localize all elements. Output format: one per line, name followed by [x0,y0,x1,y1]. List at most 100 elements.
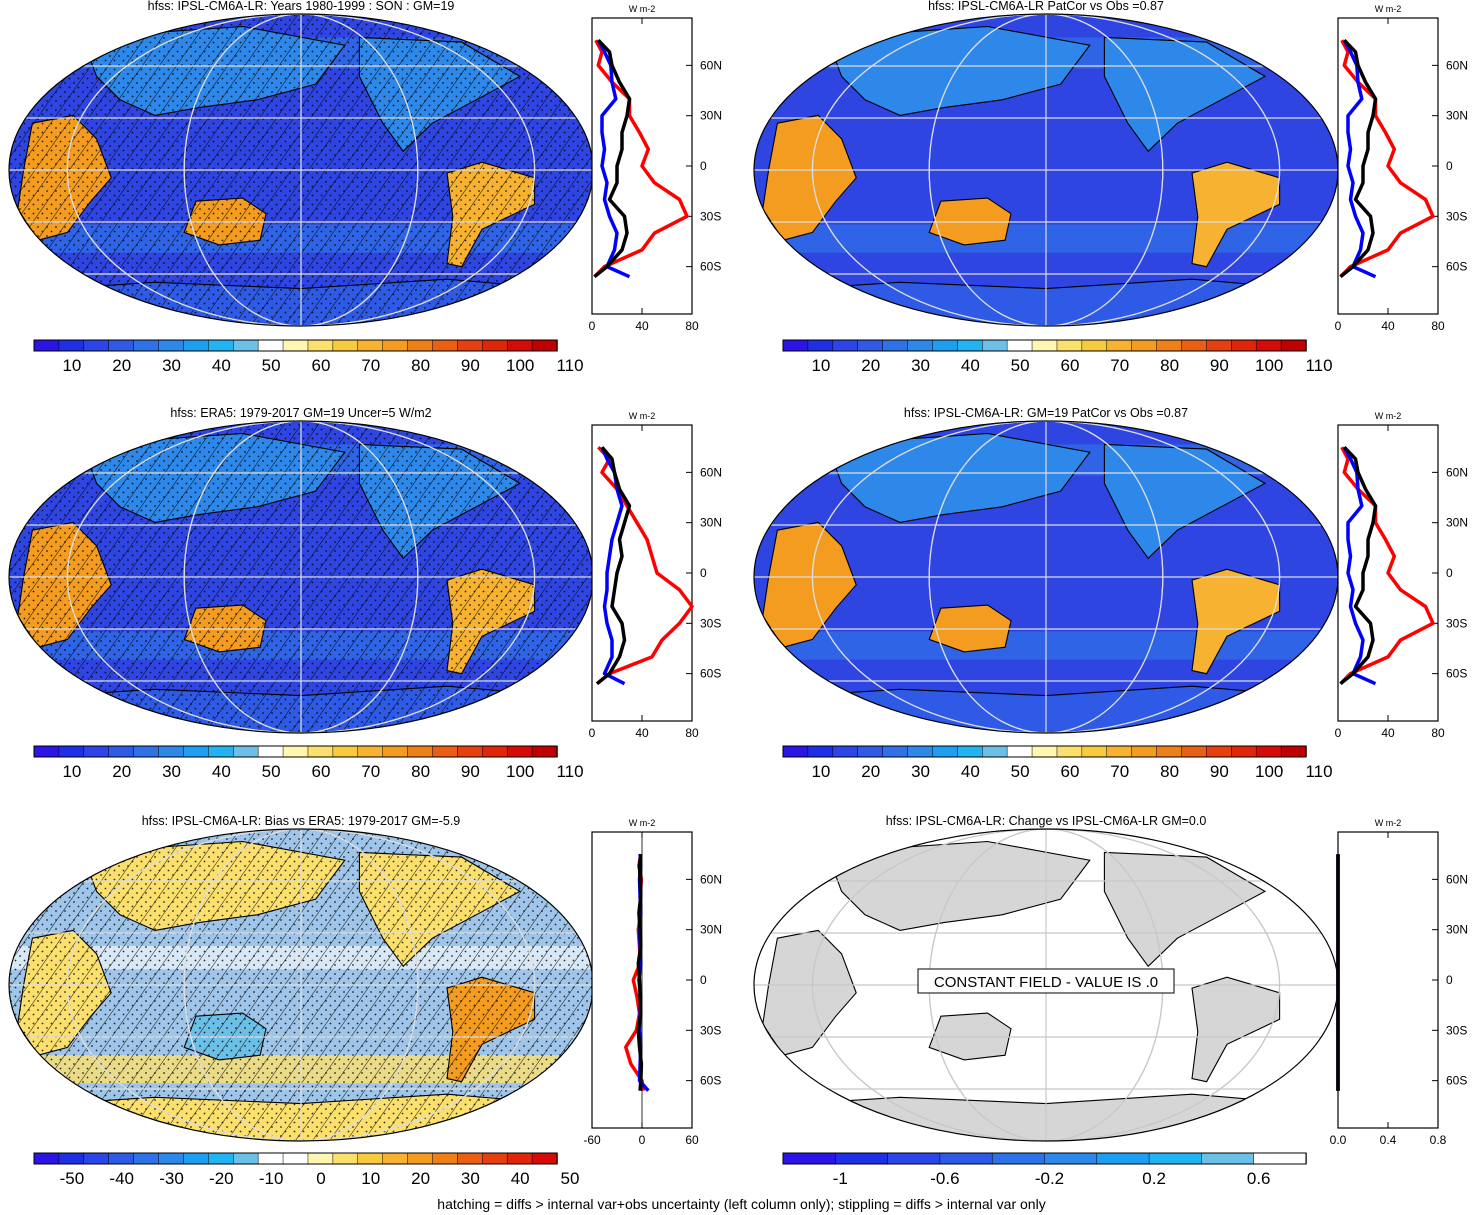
zonal-ytick-label: 60S [700,260,721,274]
colorbar-swatch [407,339,434,352]
colorbar-frame [33,339,558,352]
zonal-series-model [593,38,632,279]
colorbar-swatch [307,745,334,758]
colorbar-label: 50 [1011,762,1030,781]
graticule-meridian [183,829,419,1141]
colorbar-label: -30 [159,1169,184,1188]
asia-land [826,25,1091,116]
colorbar-swatch [208,745,234,758]
zonal-ytick-label: 60N [1446,872,1468,886]
colorbar-label: 10 [62,762,81,781]
panel-title: hfss: IPSL-CM6A-LR: GM=19 PatCor vs Obs … [904,406,1188,420]
zonal-ytick-label: 60N [1446,58,1468,72]
colorbar-model-all: 10 20 30 40 50 60 70 80 90 100 110 [782,745,1333,781]
zonal-series-obs [1342,446,1377,686]
colorbar-label: 80 [411,356,430,375]
colorbar-label: 30 [162,356,181,375]
zonal-ytick-label: 0 [1446,566,1453,580]
colorbar-swatch [857,339,884,352]
colorbar-swatch [108,745,135,758]
zonal-ytick-label: 60N [700,58,722,72]
colorbar-frame [782,1152,1307,1165]
zonal-unit-label: W m-2 [1375,4,1402,14]
colorbar-swatch [932,339,959,352]
zonal-ytick-label: 60N [1446,465,1468,479]
zonal-xtick-label: 40 [635,726,649,740]
colorbar-swatch [857,745,884,758]
colorbar-swatch [981,745,1008,758]
colorbar-label: -0.6 [930,1169,959,1188]
colorbar-label: 70 [361,762,380,781]
colorbar-swatch [282,745,309,758]
colorbar-swatch [991,1152,1046,1165]
colorbar-swatch [432,339,459,352]
zonal-unit-label: W m-2 [1375,411,1402,421]
zonal-frame [1337,831,1439,1129]
zonal-xtick-label: 40 [1381,726,1395,740]
colorbar-swatch [1231,339,1257,352]
zonal-xtick-label: 0 [1335,319,1342,333]
zonal-xtick-label: 0 [589,319,596,333]
colorbar-swatch [232,339,259,352]
south-america-land [1191,976,1281,1083]
colorbar-label: 80 [411,762,430,781]
colorbar-swatch [1280,745,1307,758]
colorbar-swatch [1056,339,1083,352]
zonal-ytick-label: 60S [1446,1074,1467,1088]
colorbar-swatch [457,745,484,758]
zonal-ytick-label: 30S [700,616,721,630]
colorbar-swatch [957,339,983,352]
zonal-ytick-label: 30S [1446,616,1467,630]
colorbar-swatch [282,339,309,352]
colorbar-label: 10 [811,356,830,375]
zonal-unit-label: W m-2 [629,411,656,421]
colorbar-label: 70 [361,356,380,375]
colorbar-label: 80 [1160,762,1179,781]
graticule-meridian [66,421,536,733]
colorbar-swatch [108,339,135,352]
zonal-panel-change: W m-2 60N 30N 0 30S 60S 0.0 0.4 0.8 [1330,818,1468,1147]
colorbar-swatch [257,745,284,758]
zonal-xtick-label: 0.4 [1380,1133,1397,1147]
graticule-meridian [811,421,1281,733]
colorbar-swatch [232,1152,259,1165]
colorbar-swatch [832,339,859,352]
colorbar-swatch [432,745,459,758]
colorbar-swatch [1006,339,1033,352]
colorbar-bias: -50 -40 -30 -20 -10 0 10 20 30 40 50 [33,1152,579,1188]
colorbar-swatch [133,1152,160,1165]
colorbar-label: 10 [62,356,81,375]
zonal-xtick-label: 0 [1335,726,1342,740]
asia-land [826,840,1091,931]
panel-title: hfss: IPSL-CM6A-LR: Years 1980-1999 : SO… [148,0,455,13]
map-model-all [754,421,1338,733]
colorbar-swatch [33,745,60,758]
colorbar-label: -40 [109,1169,134,1188]
panel-title: hfss: IPSL-CM6A-LR PatCor vs Obs =0.87 [928,0,1164,13]
colorbar-label: 50 [1011,356,1030,375]
colorbar-label: 110 [1305,356,1332,375]
colorbar-swatch [882,339,909,352]
colorbar-label: 60 [1060,762,1079,781]
colorbar-swatch [1255,339,1282,352]
colorbar-swatch [957,745,983,758]
colorbar-swatch [1181,339,1208,352]
colorbar-swatch [1081,745,1108,758]
zonal-unit-label: W m-2 [629,4,656,14]
constant-field-frame [917,968,1175,994]
colorbar-era5: 10 20 30 40 50 60 70 80 90 100 110 [33,745,584,781]
colorbar-label: 10 [811,762,830,781]
colorbar-swatch [33,339,60,352]
zonal-xtick-label: 0 [639,1133,646,1147]
colorbar-swatch [133,745,160,758]
colorbar-label: 100 [1255,762,1283,781]
graticule-meridian [928,14,1164,326]
zonal-panel-bias: W m-2 60N 30N 0 30S 60S -60 0 60 [583,818,722,1147]
colorbar-label: 90 [461,356,480,375]
colorbar-swatch [158,1152,185,1165]
colorbar-swatch [1006,745,1033,758]
graticule-meridian [66,14,536,326]
panel-model-all: hfss: IPSL-CM6A-LR: GM=19 PatCor vs Obs … [753,406,1468,781]
zonal-xtick-label: 80 [1431,319,1445,333]
